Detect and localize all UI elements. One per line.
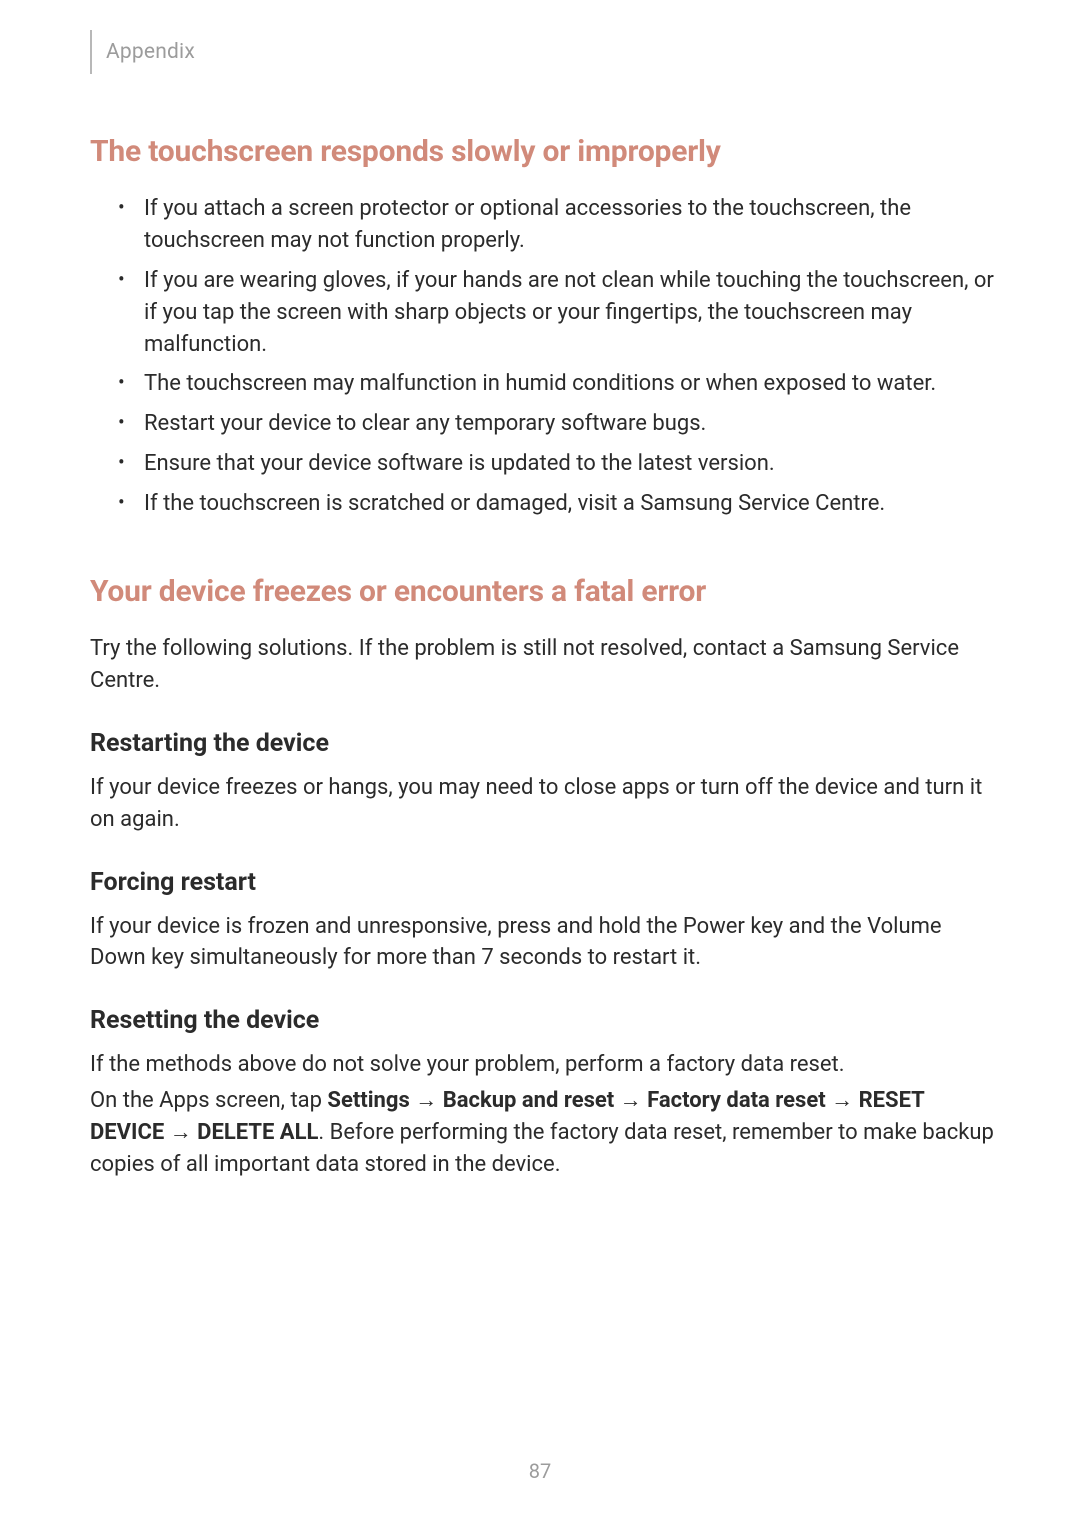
reset-b2: Backup and reset — [443, 1088, 615, 1113]
touchscreen-bullets: If you attach a screen protector or opti… — [118, 193, 1000, 520]
reset-heading: Resetting the device — [90, 1006, 1000, 1035]
arrow-icon: → — [410, 1088, 443, 1113]
reset-pre: On the Apps screen, tap — [90, 1088, 327, 1113]
list-item: If you are wearing gloves, if your hands… — [118, 265, 1000, 361]
arrow-icon: → — [164, 1120, 197, 1145]
restart-heading: Restarting the device — [90, 729, 1000, 758]
list-item: Ensure that your device software is upda… — [118, 448, 1000, 480]
reset-b3: Factory data reset — [647, 1088, 826, 1113]
arrow-icon: → — [826, 1088, 859, 1113]
list-item: The touchscreen may malfunction in humid… — [118, 368, 1000, 400]
header-section-label: Appendix — [106, 40, 195, 64]
list-item: If you attach a screen protector or opti… — [118, 193, 1000, 257]
reset-b5: DELETE ALL — [197, 1120, 318, 1145]
reset-line1: If the methods above do not solve your p… — [90, 1049, 1000, 1081]
page-content: Appendix The touchscreen responds slowly… — [0, 0, 1080, 1181]
touchscreen-title: The touchscreen responds slowly or impro… — [90, 134, 1000, 169]
force-heading: Forcing restart — [90, 868, 1000, 897]
reset-b1: Settings — [327, 1088, 409, 1113]
page-number: 87 — [0, 1459, 1080, 1483]
header-bar: Appendix — [90, 30, 1000, 74]
arrow-icon: → — [614, 1088, 647, 1113]
force-body: If your device is frozen and unresponsiv… — [90, 911, 1000, 975]
list-item: Restart your device to clear any tempora… — [118, 408, 1000, 440]
list-item: If the touchscreen is scratched or damag… — [118, 488, 1000, 520]
freezes-intro: Try the following solutions. If the prob… — [90, 633, 1000, 697]
freezes-title: Your device freezes or encounters a fata… — [90, 574, 1000, 609]
header-rule — [90, 30, 92, 74]
restart-body: If your device freezes or hangs, you may… — [90, 772, 1000, 836]
reset-line2: On the Apps screen, tap Settings → Backu… — [90, 1085, 1000, 1181]
